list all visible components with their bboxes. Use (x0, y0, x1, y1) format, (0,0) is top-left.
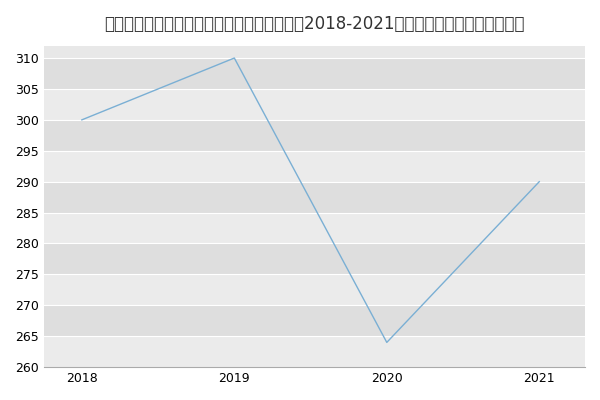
Bar (44, 89, 585, 120)
Bar (44, 212, 585, 244)
Bar (44, 58, 585, 89)
Bar (44, 151, 585, 182)
Bar (44, 244, 585, 274)
Bar (44, 336, 585, 367)
Bar (44, 305, 585, 336)
Bar (44, 182, 585, 212)
Bar (44, 274, 585, 305)
Bar (44, 120, 585, 151)
Title: 电子科技大学信息与软件工程学院软件工程（2018-2021历年复试）研究生录取分数线: 电子科技大学信息与软件工程学院软件工程（2018-2021历年复试）研究生录取分… (104, 15, 524, 33)
